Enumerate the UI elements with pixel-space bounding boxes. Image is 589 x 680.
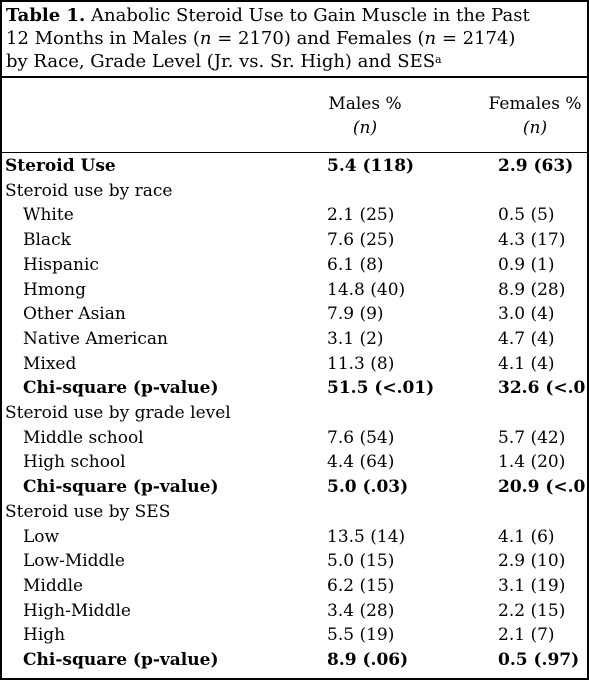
- row-label: White: [23, 205, 74, 226]
- table-row: Chi-square (p-value) 51.5 (<.01) 32.6 (<.0…: [2, 376, 589, 401]
- table-row: Hmong 14.8 (40) 8.9 (28): [2, 278, 587, 303]
- males-value: 4.4 (64): [327, 452, 395, 473]
- males-header-label: Males %: [328, 94, 402, 114]
- table-row: White 2.1 (25) 0.5 (5): [2, 203, 587, 228]
- row-label: Native American: [23, 328, 168, 349]
- row-label: High school: [23, 452, 126, 473]
- caption-line1: Anabolic Steroid Use to Gain Muscle in t…: [91, 5, 530, 26]
- males-value: 8.9 (.06): [327, 650, 409, 670]
- table-row: Native American 3.1 (2) 4.7 (4): [2, 327, 587, 352]
- caption-line2b: = 2170) and Females (: [211, 28, 425, 49]
- males-value: 6.1 (8): [327, 254, 384, 275]
- females-value: 4.1 (4): [498, 353, 555, 374]
- table-row: High-Middle 3.4 (28) 2.2 (15): [2, 599, 587, 624]
- row-label: Steroid use by grade level: [5, 403, 231, 423]
- males-value: 11.3 (8): [327, 353, 395, 374]
- males-value: 14.8 (40): [327, 279, 406, 300]
- column-header-males: Males % (n): [313, 92, 417, 140]
- caption-label: Table 1.: [6, 5, 86, 26]
- females-value: 4.1 (6): [498, 526, 555, 547]
- females-header-n: (n): [522, 118, 548, 138]
- females-value: 20.9 (<.01): [498, 477, 589, 498]
- section-row: Steroid use by SES: [2, 500, 587, 525]
- row-label: Hmong: [23, 279, 87, 300]
- females-value: 3.0 (4): [498, 304, 555, 325]
- header-rule-bottom: [2, 152, 587, 153]
- row-label: Black: [23, 230, 71, 251]
- table-row: Hispanic 6.1 (8) 0.9 (1): [2, 253, 587, 278]
- table-row: High school 4.4 (64) 1.4 (20): [2, 450, 587, 475]
- females-value: 5.7 (42): [498, 427, 566, 448]
- row-label: Middle school: [23, 427, 144, 448]
- row-label: Low: [23, 526, 60, 547]
- females-value: 3.1 (19): [498, 575, 566, 596]
- row-label: Steroid Use: [5, 156, 116, 176]
- table-row: Middle school 7.6 (54) 5.7 (42): [2, 426, 587, 451]
- males-value: 5.0 (15): [327, 551, 395, 572]
- header-rule-top: [2, 76, 587, 78]
- males-value: 5.4 (118): [327, 156, 415, 176]
- table-row: Chi-square (p-value) 5.0 (.03) 20.9 (<.01): [2, 475, 589, 500]
- females-value: 0.9 (1): [498, 254, 555, 275]
- males-value: 5.5 (19): [327, 625, 395, 646]
- males-value: 13.5 (14): [327, 526, 406, 547]
- males-header-n: (n): [352, 118, 378, 138]
- row-label: Hispanic: [23, 254, 99, 275]
- males-value: 7.9 (9): [327, 304, 384, 325]
- males-value: 7.6 (54): [327, 427, 395, 448]
- caption-n-females: n: [424, 28, 437, 49]
- males-value: 7.6 (25): [327, 230, 395, 251]
- section-row: Steroid use by grade level: [2, 401, 587, 426]
- row-label: Chi-square (p-value): [23, 477, 219, 498]
- row-label: Steroid use by SES: [5, 501, 171, 522]
- males-value: 3.4 (28): [327, 600, 395, 621]
- females-value: 2.1 (7): [498, 625, 555, 646]
- table-row: Chi-square (p-value) 8.9 (.06) 0.5 (.97): [2, 648, 587, 673]
- females-value: 2.9 (63): [498, 156, 574, 176]
- row-label: Chi-square (p-value): [23, 378, 219, 399]
- females-value: 0.5 (5): [498, 205, 555, 226]
- table-row: Steroid Use 5.4 (118) 2.9 (63): [2, 154, 587, 179]
- females-value: 0.5 (.97): [498, 650, 580, 670]
- females-value: 2.2 (15): [498, 600, 566, 621]
- section-row: Steroid use by race: [2, 179, 587, 204]
- males-value: 51.5 (<.01): [327, 378, 435, 399]
- caption-line3: by Race, Grade Level (Jr. vs. Sr. High) …: [6, 51, 436, 72]
- row-label: Steroid use by race: [5, 180, 173, 201]
- males-value: 6.2 (15): [327, 575, 395, 596]
- caption-line2a: 12 Months in Males (: [6, 28, 200, 49]
- table-row: Mixed 11.3 (8) 4.1 (4): [2, 352, 587, 377]
- caption-footnote-mark: a: [435, 53, 442, 66]
- table-row: Middle 6.2 (15) 3.1 (19): [2, 574, 587, 599]
- row-label: Chi-square (p-value): [23, 650, 219, 670]
- table-row: Other Asian 7.9 (9) 3.0 (4): [2, 302, 587, 327]
- table-row: Black 7.6 (25) 4.3 (17): [2, 228, 587, 253]
- females-value: 2.9 (10): [498, 551, 566, 572]
- table-row: Low 13.5 (14) 4.1 (6): [2, 525, 587, 550]
- row-label: Low-Middle: [23, 551, 125, 572]
- table-row: High 5.5 (19) 2.1 (7): [2, 623, 587, 648]
- row-label: Mixed: [23, 353, 77, 374]
- caption-line2c: = 2174): [436, 28, 516, 49]
- males-value: 5.0 (.03): [327, 477, 409, 498]
- row-label: Middle: [23, 575, 84, 596]
- row-label: High: [23, 625, 66, 646]
- table-row: Low-Middle 5.0 (15) 2.9 (10): [2, 549, 587, 574]
- females-header-label: Females %: [488, 94, 582, 114]
- row-label: Other Asian: [23, 304, 126, 325]
- females-value: 4.3 (17): [498, 230, 566, 251]
- females-value: 4.7 (4): [498, 328, 555, 349]
- females-value: 32.6 (<.01): [498, 378, 589, 399]
- females-value: 8.9 (28): [498, 279, 566, 300]
- caption-n-males: n: [199, 28, 212, 49]
- column-header-females: Females % (n): [480, 92, 589, 140]
- row-label: High-Middle: [23, 600, 131, 621]
- males-value: 3.1 (2): [327, 328, 384, 349]
- females-value: 1.4 (20): [498, 452, 566, 473]
- table-caption: Table 1. Anabolic Steroid Use to Gain Mu…: [6, 4, 584, 73]
- males-value: 2.1 (25): [327, 205, 395, 226]
